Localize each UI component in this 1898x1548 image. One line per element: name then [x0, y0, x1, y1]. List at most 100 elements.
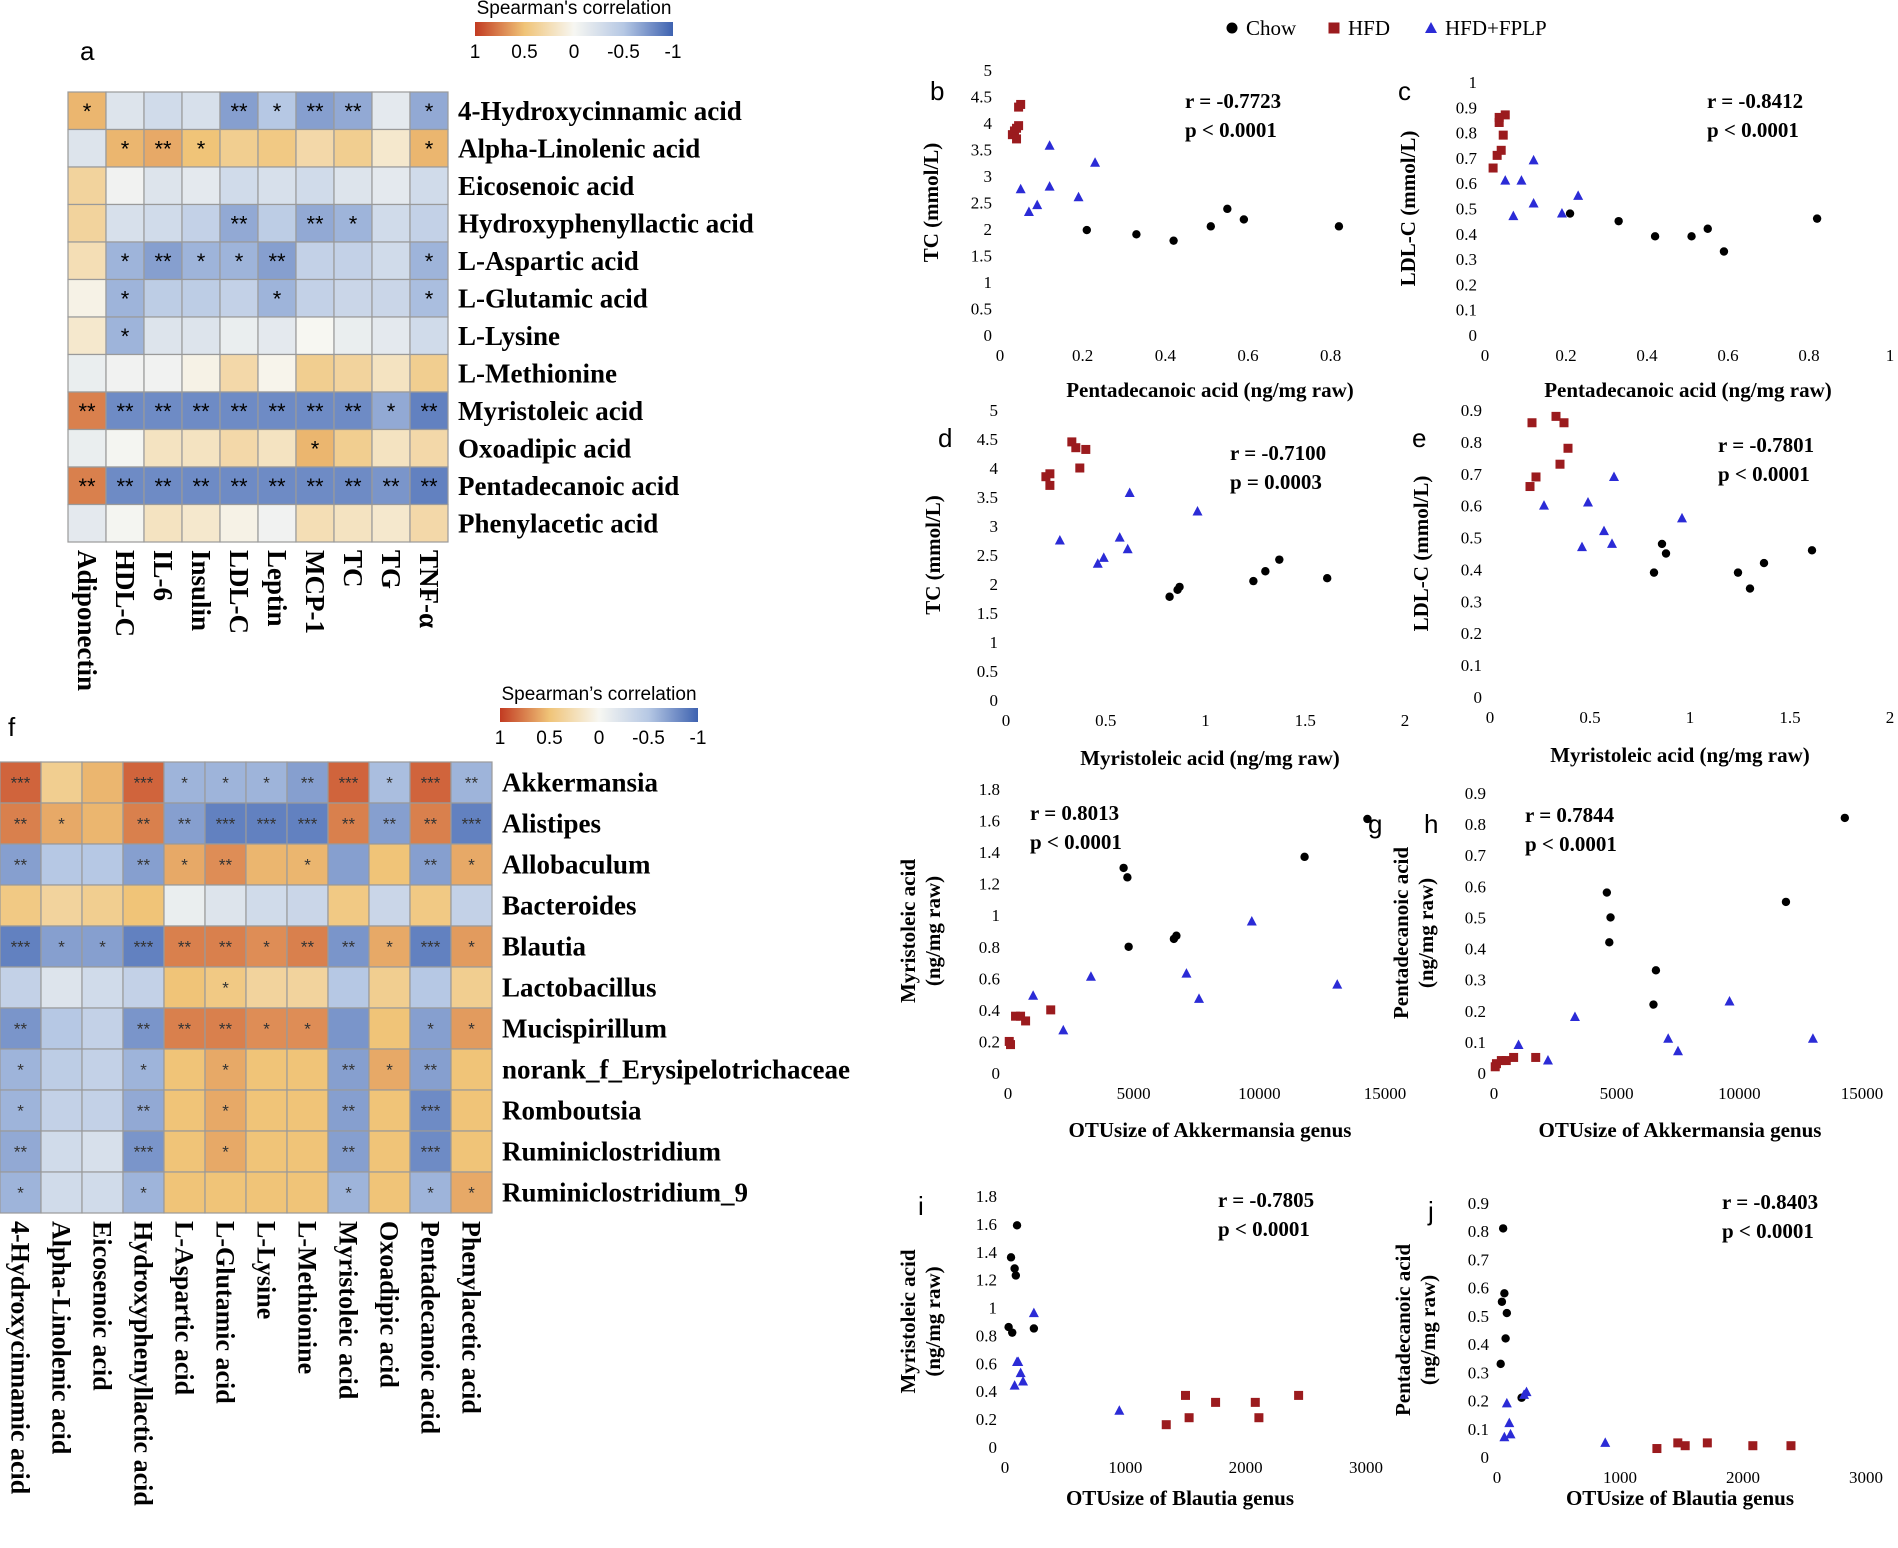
correlation-p: p < 0.0001	[1707, 118, 1799, 142]
heatmap-row-label: Mucispirillum	[502, 1014, 668, 1044]
point-chow	[1703, 224, 1712, 233]
point-hfd	[1498, 130, 1508, 140]
heatmap-cell	[333, 428, 373, 468]
heatmap-column-label: HDL-C	[110, 550, 140, 637]
legend-marker-hfd-fplp	[1425, 22, 1437, 33]
panel-letter: d	[938, 423, 952, 453]
heatmap-cell	[219, 241, 259, 281]
significance-mark: **	[116, 474, 134, 499]
y-tick-label: 0.2	[1456, 275, 1477, 294]
significance-mark: ***	[421, 774, 441, 793]
point-hfd	[1527, 418, 1537, 428]
panel-letter: h	[1424, 809, 1438, 839]
heatmap-cell	[81, 1089, 124, 1132]
significance-mark: **	[137, 815, 151, 834]
heatmap-cell	[286, 925, 329, 968]
point-hfd	[1501, 1056, 1511, 1066]
point-chow	[1605, 938, 1614, 947]
significance-mark: *	[121, 136, 130, 161]
significance-mark: **	[192, 474, 210, 499]
point-hfd-fplp	[1028, 990, 1039, 1000]
y-tick-label: 1	[990, 633, 999, 652]
correlation-r: r = 0.7844	[1525, 803, 1615, 827]
correlation-p: p < 0.0001	[1525, 832, 1617, 856]
scatter-panel-i: 0 0.2 0.4 0.6 0.8 1 1.2 1.4 1.6 1.8 0 1000 2000 3000 O…	[896, 1187, 1383, 1510]
significance-mark: **	[268, 474, 286, 499]
colorbar-tick-label: 0.5	[511, 42, 537, 63]
heatmap-cell	[0, 884, 42, 927]
heatmap-cell	[245, 761, 288, 804]
heatmap-cell	[181, 316, 221, 356]
point-hfd-fplp	[1032, 199, 1043, 210]
significance-mark: *	[263, 774, 270, 793]
heatmap-cell	[163, 1089, 206, 1132]
y-tick-label: 1	[989, 1299, 998, 1318]
panel-letter: b	[930, 76, 944, 106]
heatmap-cell	[40, 761, 83, 804]
heatmap-cell	[450, 1048, 493, 1091]
y-tick-label: 4.5	[971, 88, 992, 107]
y-tick-label: 2	[984, 220, 993, 239]
x-tick-label: 2000	[1726, 1468, 1760, 1487]
heatmap-row-label: Phenylacetic acid	[458, 508, 658, 538]
heatmap-column-label: Eicosenoic acid	[88, 1221, 117, 1391]
heatmap-cell	[181, 428, 221, 468]
x-tick-label: 5000	[1117, 1084, 1151, 1103]
significance-mark: *	[468, 938, 475, 957]
panel-letter: e	[1412, 423, 1426, 453]
y-tick-label: 0.4	[979, 1001, 1001, 1020]
heatmap-cell	[105, 316, 145, 356]
y-tick-label: 0.4	[1468, 1335, 1490, 1354]
y-tick-label: 0.3	[1465, 971, 1486, 990]
significance-mark: *	[349, 211, 358, 236]
y-tick-label: 1	[1469, 73, 1478, 92]
point-hfd	[1161, 1420, 1171, 1430]
heatmap-cell	[450, 1171, 493, 1214]
x-tick-label: 0	[1004, 1084, 1013, 1103]
heatmap-cell	[409, 166, 449, 206]
y-axis-label: TC (mmol/L)	[919, 143, 943, 263]
x-axis-label: OTUsize of Blautia genus	[1566, 1486, 1794, 1510]
point-hfd-fplp	[1569, 1011, 1580, 1021]
y-tick-label: 0.1	[1456, 301, 1477, 320]
point-hfd	[1748, 1441, 1758, 1451]
heatmap-cell	[81, 802, 124, 845]
heatmap-row-label: Ruminiclostridium	[502, 1137, 722, 1167]
heatmap-cell	[40, 1007, 83, 1050]
y-tick-label: 0.1	[1468, 1420, 1489, 1439]
heatmap-cell	[368, 843, 411, 886]
point-hfd-fplp	[1054, 535, 1065, 545]
point-chow	[1119, 863, 1128, 873]
point-hfd	[1294, 1390, 1304, 1400]
point-hfd-fplp	[1521, 1386, 1532, 1397]
significance-mark: *	[263, 938, 270, 957]
point-hfd-fplp	[1673, 1045, 1683, 1056]
y-tick-label: 0.8	[1461, 433, 1482, 452]
colorbar-tick-label: -1	[690, 728, 707, 749]
heatmap-cell	[105, 91, 145, 131]
heatmap-cell	[219, 166, 259, 206]
heatmap-cell	[327, 1048, 370, 1091]
y-tick-label: 0.7	[1456, 149, 1478, 168]
point-hfd-fplp	[1513, 1039, 1524, 1049]
heatmap-cell	[327, 925, 370, 968]
heatmap-cell	[143, 91, 183, 131]
heatmap-cell	[245, 843, 288, 886]
x-tick-label: 0.4	[1155, 346, 1177, 365]
heatmap-cell	[143, 353, 183, 393]
heatmap-row-label: Myristoleic acid	[458, 396, 643, 426]
scatter-panel-c: 0 0.1 0.2 0.3 0.4 0.5 0.6 0.7 0.8 0.9 1 0 0.2 0.4 0.6 0…	[1396, 73, 1894, 402]
heatmap-cell	[257, 166, 297, 206]
heatmap-cell	[40, 966, 83, 1009]
point-hfd-fplp	[1607, 538, 1617, 548]
heatmap-cell	[67, 166, 107, 206]
significance-mark: **	[230, 99, 248, 124]
heatmap-cell	[333, 503, 373, 543]
point-chow	[1082, 225, 1092, 235]
point-hfd-fplp	[1114, 532, 1125, 542]
point-hfd	[1006, 1040, 1016, 1050]
point-hfd	[1492, 150, 1502, 160]
point-hfd-fplp	[1023, 206, 1034, 217]
heatmap-cell	[204, 761, 247, 804]
heatmap-row-label: Bacteroides	[502, 891, 636, 921]
